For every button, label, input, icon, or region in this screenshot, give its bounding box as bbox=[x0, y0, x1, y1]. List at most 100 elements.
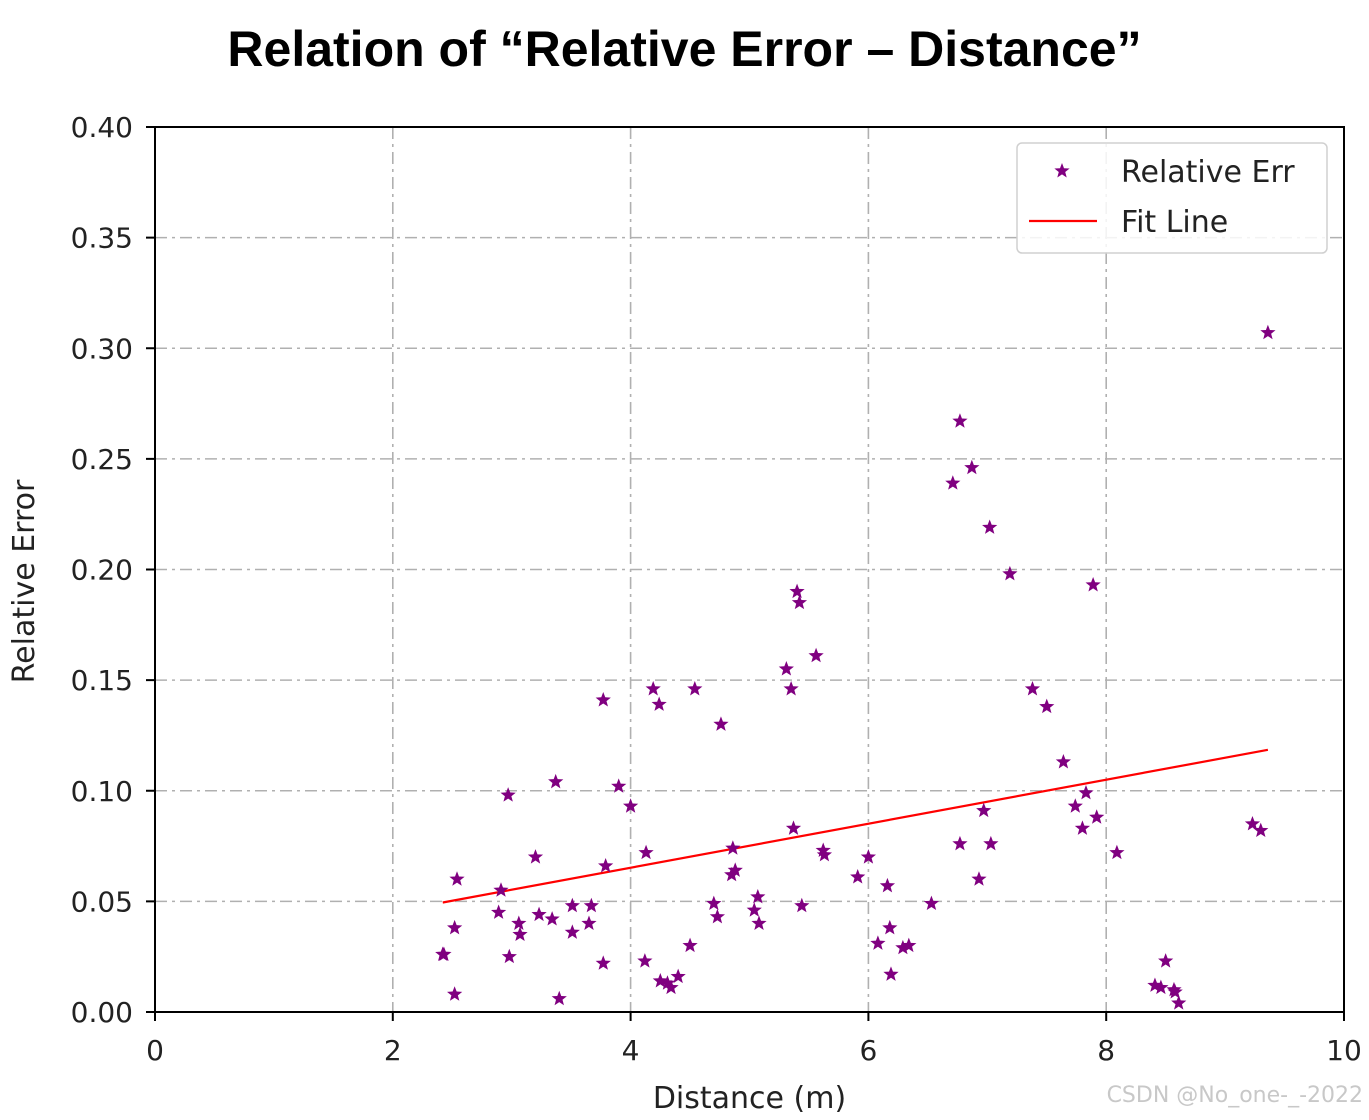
data-point-star bbox=[976, 802, 992, 818]
data-point-star bbox=[751, 915, 767, 930]
data-point-star bbox=[1171, 995, 1187, 1010]
data-point-star bbox=[750, 888, 766, 904]
legend-label: Fit Line bbox=[1121, 205, 1228, 240]
data-point-star bbox=[581, 915, 597, 930]
x-tick-label: 10 bbox=[1326, 1034, 1362, 1067]
y-tick-label: 0.40 bbox=[71, 111, 133, 144]
data-point-star bbox=[551, 990, 567, 1006]
data-point-star bbox=[491, 904, 507, 919]
data-point-star bbox=[1153, 979, 1169, 995]
fit-line-layer bbox=[442, 748, 1269, 904]
data-point-star bbox=[652, 973, 668, 988]
data-point-star bbox=[595, 955, 611, 970]
legend-box bbox=[1016, 142, 1328, 254]
data-point-star bbox=[778, 661, 794, 676]
data-point-star bbox=[564, 897, 580, 913]
data-point-star bbox=[791, 594, 808, 610]
fit-line bbox=[442, 748, 1269, 904]
data-point-star bbox=[815, 842, 831, 857]
data-point-star bbox=[447, 986, 463, 1001]
data-point-star bbox=[971, 871, 987, 886]
data-point-star bbox=[511, 915, 527, 930]
data-point-star bbox=[1260, 324, 1276, 340]
data-point-star bbox=[1158, 953, 1174, 968]
axis-ticks: 0 2 4 6 8 10 0.00 0.05 0.10 0.15 0.20 0.25 0.30 0.35 0… bbox=[71, 111, 1362, 1067]
data-point-star bbox=[945, 475, 961, 490]
data-point-star bbox=[1109, 844, 1125, 860]
y-tick-label: 0.35 bbox=[71, 222, 133, 255]
data-point-star bbox=[527, 849, 544, 864]
data-point-star bbox=[783, 680, 799, 696]
data-point-star bbox=[713, 716, 729, 731]
data-point-star bbox=[595, 692, 611, 707]
data-point-star bbox=[622, 798, 639, 813]
data-point-star bbox=[1002, 565, 1018, 581]
data-point-star bbox=[789, 583, 805, 599]
legend-label: Relative Err bbox=[1121, 155, 1295, 190]
data-point-star bbox=[1078, 784, 1094, 800]
x-tick-label: 8 bbox=[1097, 1034, 1115, 1067]
data-point-star bbox=[794, 897, 810, 913]
data-point-star bbox=[687, 680, 703, 696]
data-point-star bbox=[1089, 809, 1105, 824]
data-point-star bbox=[1055, 753, 1071, 769]
x-tick-label: 6 bbox=[859, 1034, 877, 1067]
data-point-star bbox=[583, 897, 599, 913]
data-point-star bbox=[850, 869, 866, 884]
watermark-text: CSDN @No_one-_-2022 bbox=[1106, 1083, 1363, 1108]
y-tick-label: 0.30 bbox=[71, 332, 133, 365]
data-point-star bbox=[870, 935, 886, 950]
data-point-star bbox=[816, 846, 833, 862]
data-point-star bbox=[964, 459, 980, 475]
data-point-star bbox=[785, 820, 802, 835]
data-point-star bbox=[1024, 680, 1041, 696]
data-point-star bbox=[436, 946, 452, 961]
data-point-star bbox=[923, 895, 940, 911]
data-point-star bbox=[682, 937, 698, 953]
data-point-star bbox=[1167, 984, 1183, 999]
data-point-star bbox=[727, 862, 743, 877]
data-point-star bbox=[637, 953, 653, 968]
data-point-star bbox=[1244, 815, 1261, 831]
x-axis-label: Distance (m) bbox=[653, 1081, 846, 1116]
data-point-star bbox=[1253, 822, 1269, 838]
y-tick-label: 0.10 bbox=[71, 775, 133, 808]
data-point-star bbox=[512, 926, 528, 942]
data-point-star bbox=[808, 647, 824, 663]
data-point-star bbox=[746, 902, 762, 917]
data-point-star bbox=[447, 919, 463, 935]
data-point-star bbox=[564, 924, 580, 939]
y-tick-label: 0.00 bbox=[71, 996, 133, 1029]
data-point-star bbox=[952, 413, 968, 428]
data-point-star bbox=[659, 975, 676, 990]
x-tick-label: 2 bbox=[384, 1034, 402, 1067]
y-tick-label: 0.05 bbox=[71, 885, 133, 918]
data-point-star bbox=[598, 857, 614, 873]
data-point-star bbox=[983, 835, 999, 851]
data-point-star bbox=[548, 773, 564, 789]
data-point-star bbox=[1039, 698, 1055, 714]
x-tick-label: 0 bbox=[146, 1034, 164, 1067]
legend: Relative Err Fit Line bbox=[1016, 142, 1328, 254]
data-point-star bbox=[1067, 798, 1083, 813]
data-point-star bbox=[501, 948, 517, 964]
data-point-star bbox=[895, 939, 911, 955]
data-point-star bbox=[952, 835, 968, 851]
data-point-star bbox=[706, 895, 722, 911]
data-point-star bbox=[651, 696, 667, 711]
data-point-star bbox=[879, 877, 896, 893]
y-tick-label: 0.25 bbox=[71, 443, 133, 476]
data-point-star bbox=[1074, 820, 1091, 835]
data-point-star bbox=[645, 680, 661, 696]
legend-star-icon bbox=[1054, 163, 1070, 178]
data-point-star bbox=[982, 519, 998, 534]
data-point-star bbox=[493, 882, 509, 897]
x-tick-label: 4 bbox=[622, 1034, 640, 1067]
data-point-star bbox=[901, 937, 917, 953]
data-point-star bbox=[544, 911, 560, 926]
data-point-star bbox=[725, 840, 741, 855]
y-axis-label: Relative Error bbox=[7, 479, 42, 683]
data-point-star bbox=[1147, 977, 1163, 992]
